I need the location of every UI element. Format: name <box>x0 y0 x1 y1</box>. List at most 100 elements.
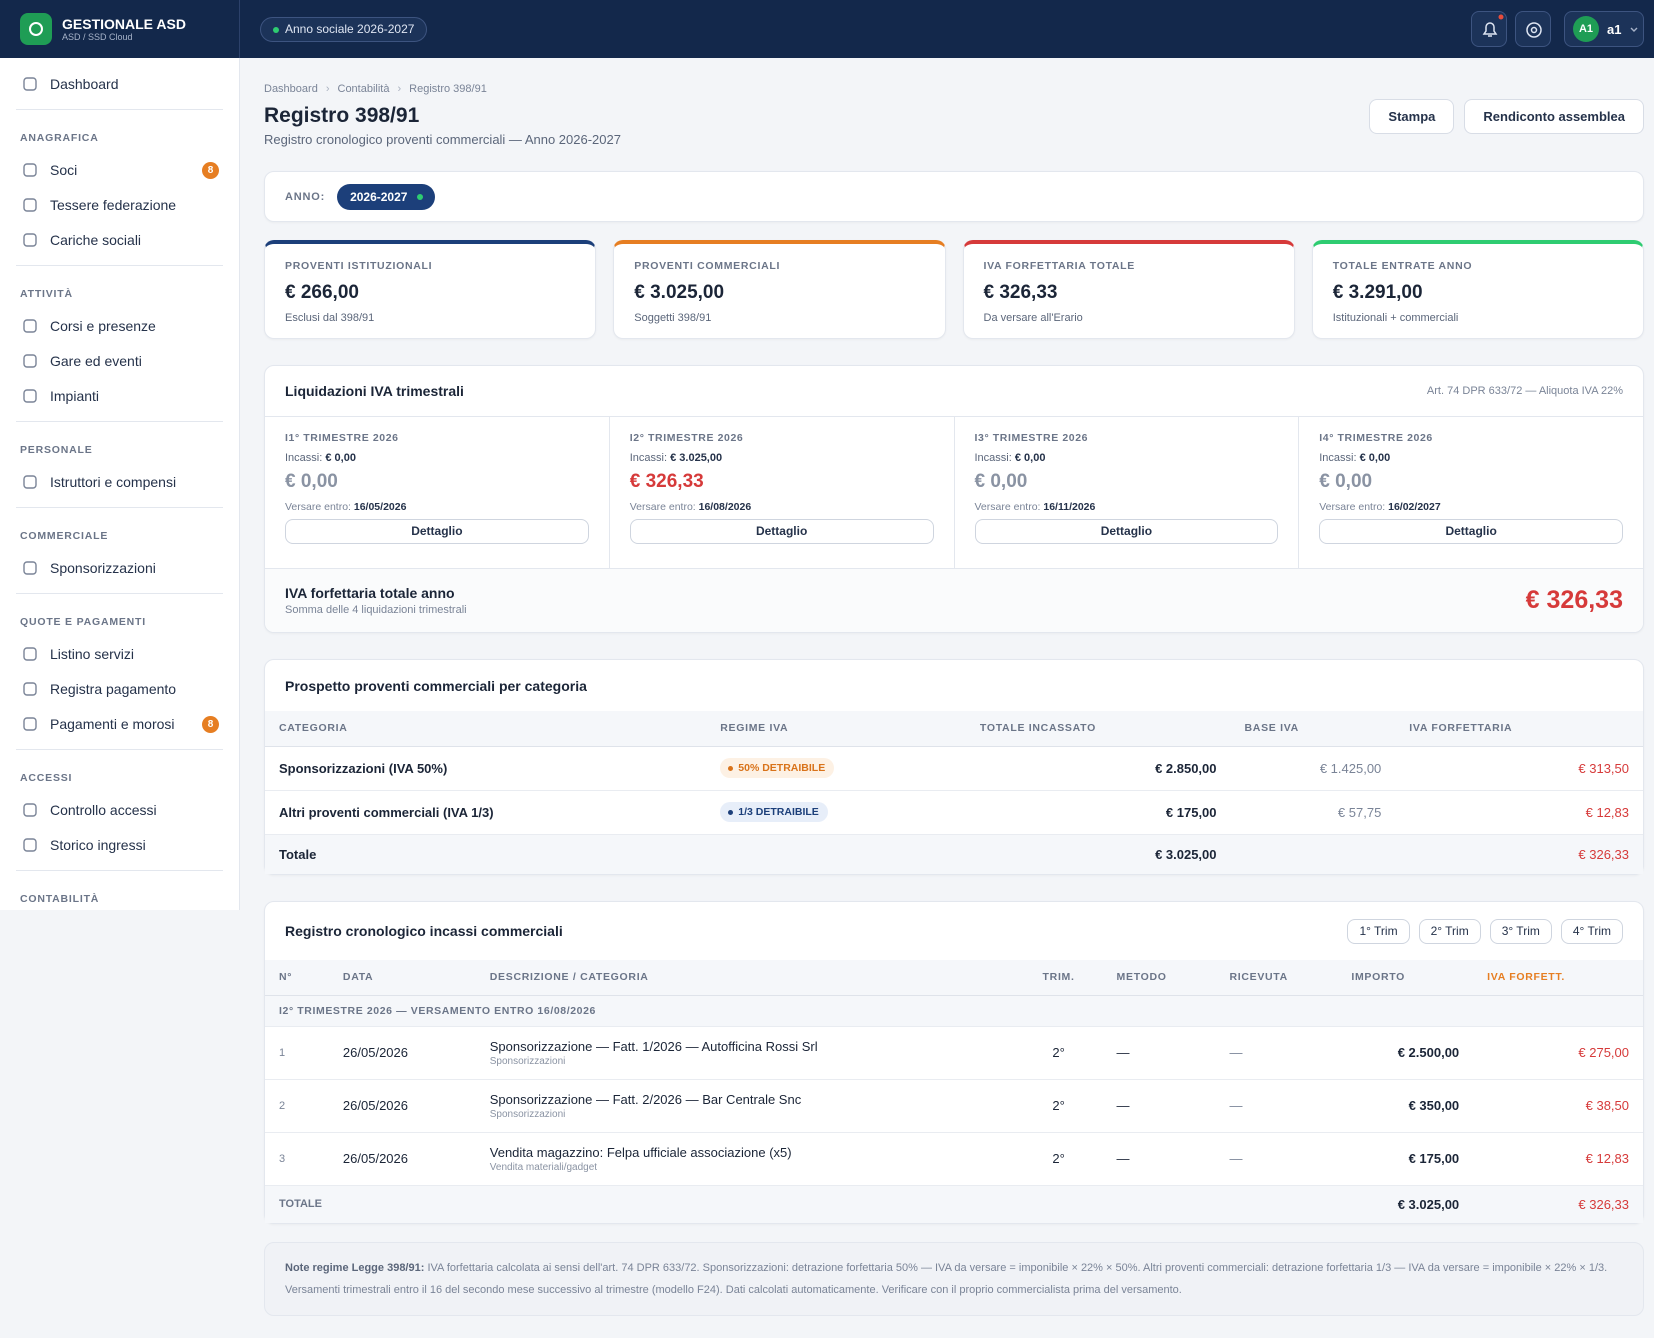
nav-label: Istruttori e compensi <box>50 473 177 490</box>
brand-name: GESTIONALE ASD <box>62 16 186 32</box>
nav-item[interactable]: Sponsorizzazioni <box>16 550 223 585</box>
breadcrumb-separator: › <box>325 83 330 95</box>
income-label: Incassi: <box>629 452 668 464</box>
nav-label: Pagamenti e morosi <box>50 715 175 732</box>
column-header: CATEGORIA <box>265 711 707 747</box>
nav-item[interactable]: Tessere federazione <box>16 187 223 222</box>
card-header: Prospetto proventi commerciali per categ… <box>265 660 1643 711</box>
nav-item[interactable]: Istruttori e compensi <box>16 464 223 499</box>
income-value: € 3.025,00 <box>670 452 723 464</box>
avatar: A1 <box>1573 16 1599 42</box>
nav-item[interactable]: Soci 8 <box>16 152 223 187</box>
total-label: TOTALE <box>265 1185 1338 1223</box>
kpi-label: IVA FORFETTARIA TOTALE <box>983 260 1136 272</box>
flat-vat: € 313,50 <box>1395 746 1643 791</box>
column-header: IVA FORFETTARIA <box>1395 711 1643 747</box>
year-select[interactable]: 2026-2027 <box>337 183 436 210</box>
column-header: N° <box>265 960 329 996</box>
nav-label: Listino servizi <box>50 645 135 662</box>
quarter-amount: € 0,00 <box>1319 471 1373 492</box>
quarter-filter[interactable]: 1° Trim <box>1347 918 1410 944</box>
row-description: Sponsorizzazione — Fatt. 1/2026 — Autoff… <box>475 1026 1015 1080</box>
income-label: Incassi: <box>1319 452 1357 464</box>
row-amount: € 2.500,00 <box>1337 1026 1474 1080</box>
nav-item[interactable]: Controllo accessi <box>16 792 223 827</box>
column-header: IMPORTO <box>1337 960 1474 996</box>
nav-item[interactable]: Dashboard <box>16 66 223 101</box>
detail-button[interactable]: Dettaglio <box>1319 519 1623 544</box>
row-amount: € 175,00 <box>1337 1132 1474 1186</box>
due-date: 16/02/2027 <box>1388 501 1441 513</box>
quarter-amount: € 0,00 <box>285 471 338 492</box>
nav-badge: 8 <box>202 716 219 733</box>
detail-button[interactable]: Dettaglio <box>974 519 1279 544</box>
nav-item[interactable]: Listino servizi <box>16 636 223 671</box>
action-button[interactable]: Rendiconto assemblea <box>1464 99 1644 134</box>
kpi-note: Soggetti 398/91 <box>634 312 712 324</box>
register-table: N° DATA DESCRIZIONE / CATEGORIA TRIM. METODO… <box>265 960 1643 1223</box>
nav-label: Dashboard <box>50 75 119 92</box>
row-description: Vendita magazzino: Felpa ufficiale assoc… <box>475 1132 1015 1186</box>
quarter-amount: € 0,00 <box>974 471 1028 492</box>
nav-item[interactable]: Impianti <box>16 378 223 413</box>
nav-label: Sponsorizzazioni <box>50 559 156 576</box>
nav-icon <box>23 837 37 852</box>
row-receipt: — <box>1215 1026 1338 1080</box>
category: Sponsorizzazioni <box>489 1108 566 1120</box>
quarter-due: Versare entro: 16/08/2026 <box>630 501 934 513</box>
settings-button[interactable] <box>1515 11 1551 47</box>
kpi-note: Esclusi dal 398/91 <box>285 312 375 324</box>
nav-section-title: ACCESSI <box>16 749 223 792</box>
register-row: 3 26/05/2026 Vendita magazzino: Felpa uffi… <box>265 1132 1643 1186</box>
detail-button[interactable]: Dettaglio <box>285 519 589 544</box>
kpi-value: € 326,33 <box>983 282 1058 303</box>
breadcrumb-item[interactable]: Dashboard <box>264 83 318 95</box>
nav-badge: 8 <box>202 162 219 179</box>
quarter-due: Versare entro: 16/11/2026 <box>975 501 1279 513</box>
total-row: Totale € 3.025,00 € 326,33 <box>265 834 1643 874</box>
quarter-filter[interactable]: 2° Trim <box>1418 918 1481 944</box>
row-number: 1 <box>265 1026 329 1080</box>
page-subtitle: Registro cronologico proventi commercial… <box>264 132 621 147</box>
nav-item[interactable]: Cariche sociali <box>16 222 223 257</box>
breadcrumb-item[interactable]: Registro 398/91 <box>409 83 487 95</box>
nav-item[interactable]: Gare ed eventi <box>16 343 223 378</box>
notifications-button[interactable] <box>1471 11 1507 47</box>
register-card: Registro cronologico incassi commerciali… <box>264 901 1644 1224</box>
nav-item[interactable]: Corsi e presenze <box>16 308 223 343</box>
nav-item[interactable]: Pagamenti e morosi 8 <box>16 706 223 741</box>
year-label: ANNO: <box>285 190 326 203</box>
header-row: CATEGORIA REGIME IVA TOTALE INCASSATO BASE … <box>265 711 1643 747</box>
nav-icon <box>23 802 37 817</box>
category-name: Sponsorizzazioni (IVA 50%) <box>265 746 707 791</box>
season-pill[interactable]: Anno sociale 2026-2027 <box>260 17 428 42</box>
quarter-filter[interactable]: 3° Trim <box>1489 918 1552 944</box>
page-title: Registro 398/91 <box>264 104 420 127</box>
row-quarter: 2° <box>1014 1079 1103 1133</box>
column-header: RICEVUTA <box>1215 960 1338 996</box>
quarter-filters: 1° Trim 2° Trim 3° Trim 4° Trim <box>1338 918 1623 944</box>
kpi-row: PROVENTI ISTITUZIONALI € 266,00 Esclusi da… <box>264 240 1644 339</box>
quarterly-total: IVA forfettaria totale anno Somma delle 4… <box>265 569 1643 632</box>
income-label: Incassi: <box>974 452 1012 464</box>
quarter-income: Incassi: € 0,00 <box>975 452 1279 464</box>
nav-section-title: ANAGRAFICA <box>16 109 223 152</box>
detail-button[interactable]: Dettaglio <box>629 519 934 544</box>
action-button[interactable]: Stampa <box>1369 99 1455 134</box>
quarter-filter[interactable]: 4° Trim <box>1560 918 1623 944</box>
flat-vat: € 12,83 <box>1395 790 1643 835</box>
register-row: 1 26/05/2026 Sponsorizzazione — Fatt. 1/20… <box>265 1026 1643 1080</box>
user-menu[interactable]: A1 a1 <box>1564 11 1644 47</box>
sidebar: Dashboard ANAGRAFICA Soci 8 Tessere federazi… <box>0 58 240 910</box>
nav-label: Gare ed eventi <box>50 352 142 369</box>
breadcrumb-item[interactable]: Contabilità <box>337 83 390 95</box>
nav-icon <box>23 232 37 247</box>
nav-item[interactable]: Registra pagamento <box>16 671 223 706</box>
nav-section-title: PERSONALE <box>16 421 223 464</box>
header-row: N° DATA DESCRIZIONE / CATEGORIA TRIM. METODO… <box>265 960 1643 996</box>
nav-icon <box>23 388 37 403</box>
kpi-note: Istituzionali + commerciali <box>1332 312 1459 324</box>
nav-item[interactable]: Storico ingressi <box>16 827 223 862</box>
brand[interactable]: GESTIONALE ASD ASD / SSD Cloud <box>0 0 240 58</box>
